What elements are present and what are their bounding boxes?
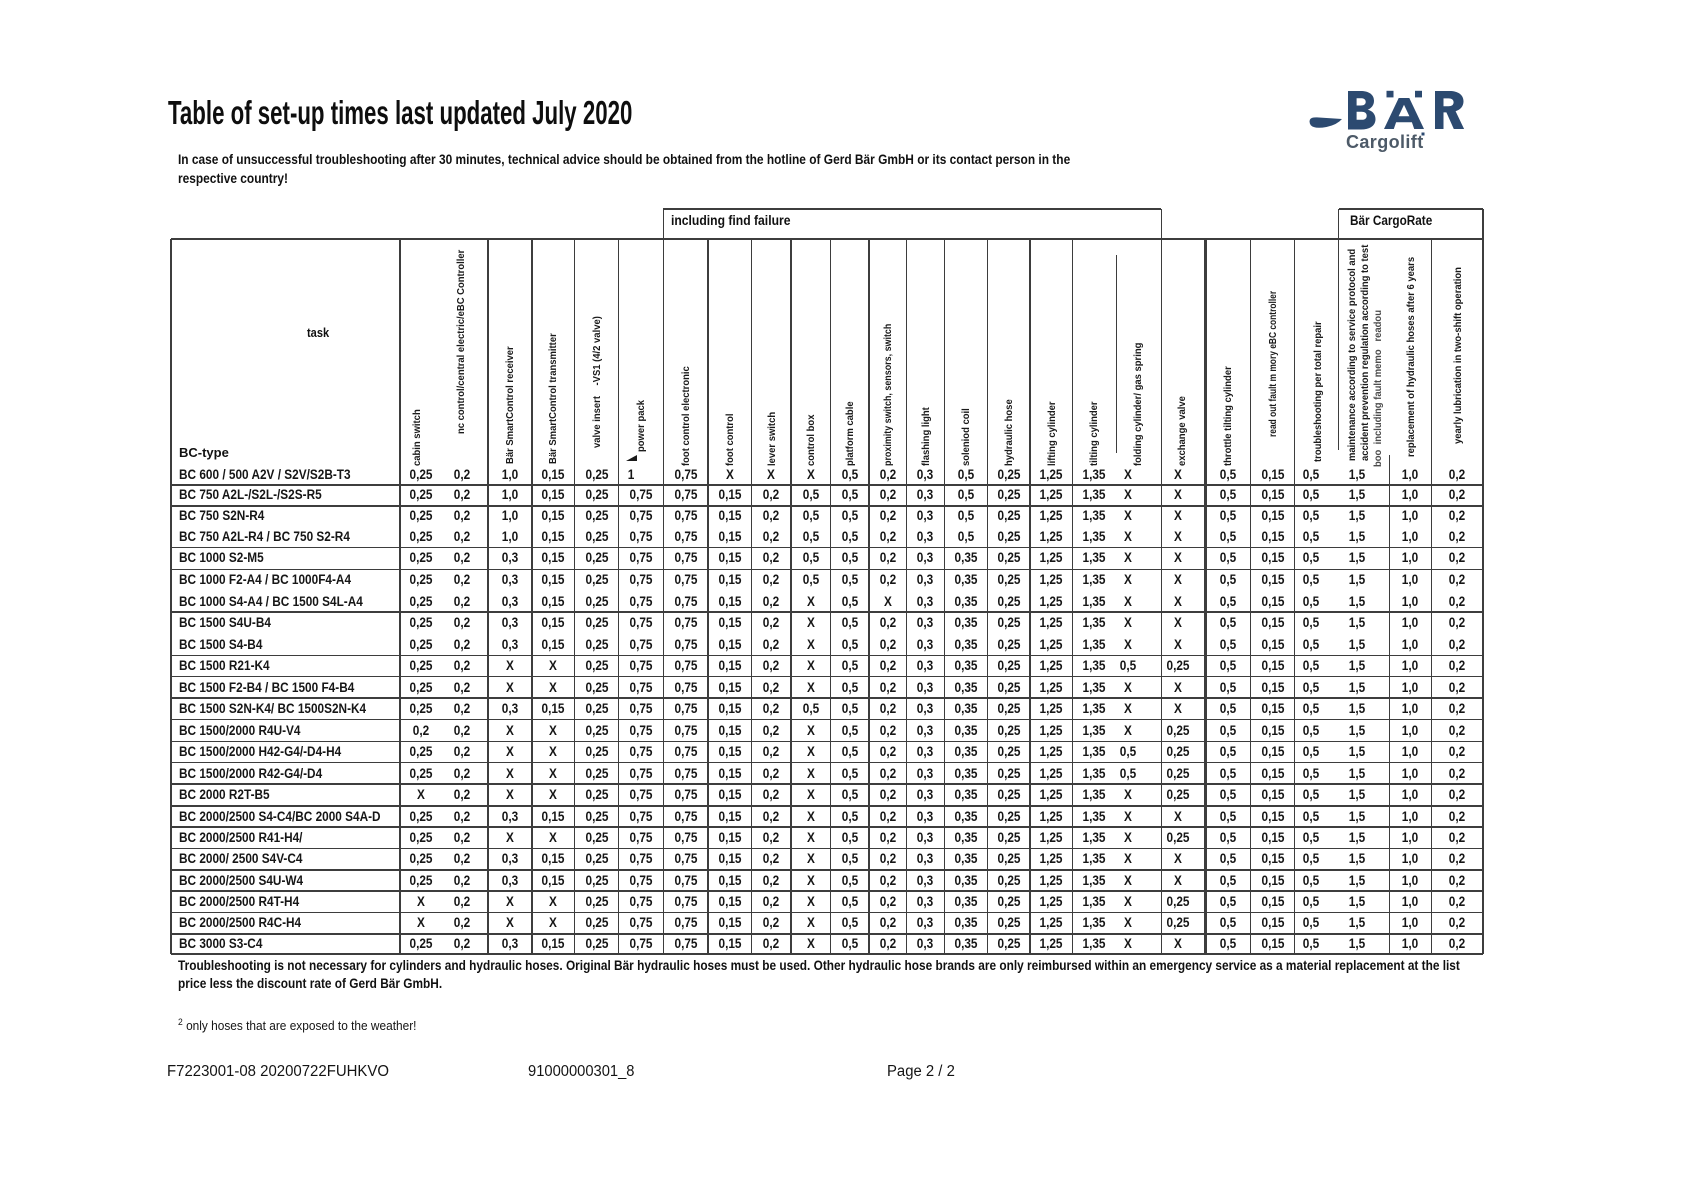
svg-text:Cargolift: Cargolift bbox=[1346, 132, 1424, 152]
